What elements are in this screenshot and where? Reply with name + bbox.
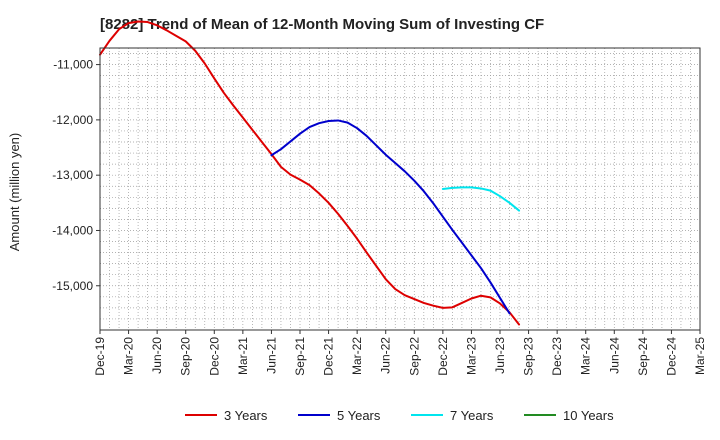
- legend-label: 3 Years: [224, 408, 268, 423]
- legend: 3 Years 5 Years 7 Years 10 Years: [185, 408, 614, 423]
- x-tick-label: Dec-20: [207, 337, 221, 376]
- y-tick-label: -15,000: [52, 279, 93, 293]
- x-tick-label: Jun-21: [264, 337, 278, 374]
- y-tick-label: -13,000: [52, 168, 93, 182]
- series-line-5-years: [270, 119, 511, 315]
- legend-label: 10 Years: [563, 408, 614, 423]
- x-tick-label: Dec-19: [93, 337, 107, 376]
- x-axis-ticks: Dec-19 Mar-20 Jun-20 Sep-20 Dec-20 Mar-21 Jun-…: [93, 330, 707, 376]
- y-tick-label: -12,000: [52, 113, 93, 127]
- x-tick-label: Jun-23: [493, 337, 507, 374]
- chart-title: [8282] Trend of Mean of 12-Month Moving …: [100, 16, 544, 33]
- x-tick-label: Dec-23: [550, 337, 564, 376]
- legend-label: 7 Years: [450, 408, 494, 423]
- y-axis-label: Amount (million yen): [7, 133, 22, 252]
- x-tick-label: Dec-24: [664, 337, 678, 376]
- series-line-3-years: [99, 20, 521, 326]
- x-tick-label: Jun-20: [150, 337, 164, 374]
- x-tick-label: Mar-21: [236, 337, 250, 375]
- x-tick-label: Sep-23: [522, 337, 536, 376]
- x-tick-label: Mar-20: [122, 337, 136, 375]
- x-tick-label: Sep-20: [179, 337, 193, 376]
- x-tick-label: Jun-22: [379, 337, 393, 374]
- x-tick-label: Sep-22: [407, 337, 421, 376]
- x-tick-label: Jun-24: [607, 337, 621, 374]
- grid: [100, 48, 700, 330]
- y-axis-ticks: -11,000 -12,000 -13,000 -14,000 -15,000: [52, 58, 100, 293]
- x-tick-label: Sep-24: [636, 337, 650, 376]
- x-tick-label: Mar-22: [350, 337, 364, 375]
- x-tick-label: Mar-25: [693, 337, 707, 375]
- x-tick-label: Dec-22: [436, 337, 450, 376]
- legend-label: 5 Years: [337, 408, 381, 423]
- y-tick-label: -14,000: [52, 223, 93, 237]
- x-tick-label: Dec-21: [322, 337, 336, 376]
- x-tick-label: Mar-24: [579, 337, 593, 375]
- plot-frame: [99, 47, 701, 331]
- series-line-7-years: [441, 186, 521, 212]
- x-tick-label: Sep-21: [293, 337, 307, 376]
- x-tick-label: Mar-23: [464, 337, 478, 375]
- y-tick-label: -11,000: [53, 58, 93, 72]
- series-lines: [99, 20, 521, 326]
